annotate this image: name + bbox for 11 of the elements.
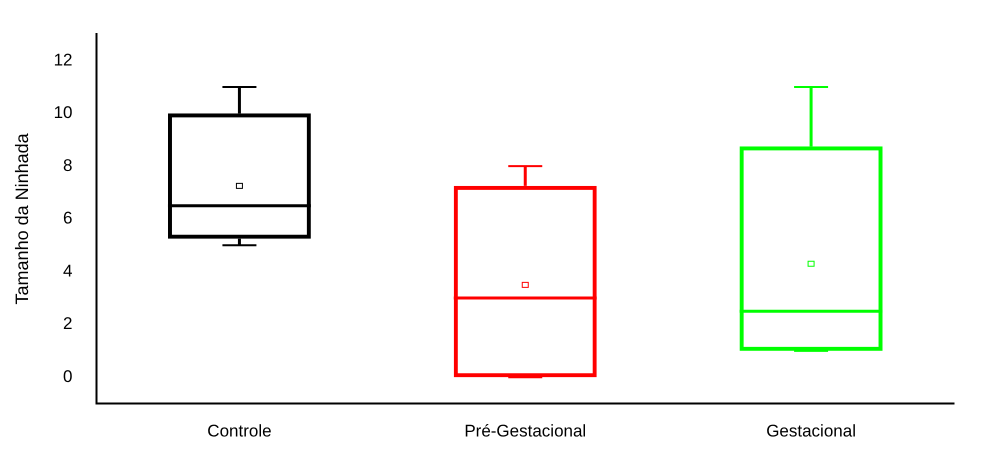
y-tick-label: 10: [54, 103, 73, 122]
y-tick-label: 0: [63, 366, 73, 386]
x-tick-label: Pré-Gestacional: [464, 421, 586, 440]
y-tick-label: 2: [63, 314, 73, 334]
x-tick-label: Gestacional: [766, 421, 856, 440]
y-tick-label: 4: [63, 261, 73, 280]
y-tick-label: 12: [54, 50, 73, 70]
y-tick-label: 6: [63, 208, 73, 228]
y-tick-label: 8: [63, 156, 73, 175]
y-axis-title: Tamanho da Ninhada: [12, 132, 32, 304]
x-tick-label: Controle: [207, 421, 272, 440]
